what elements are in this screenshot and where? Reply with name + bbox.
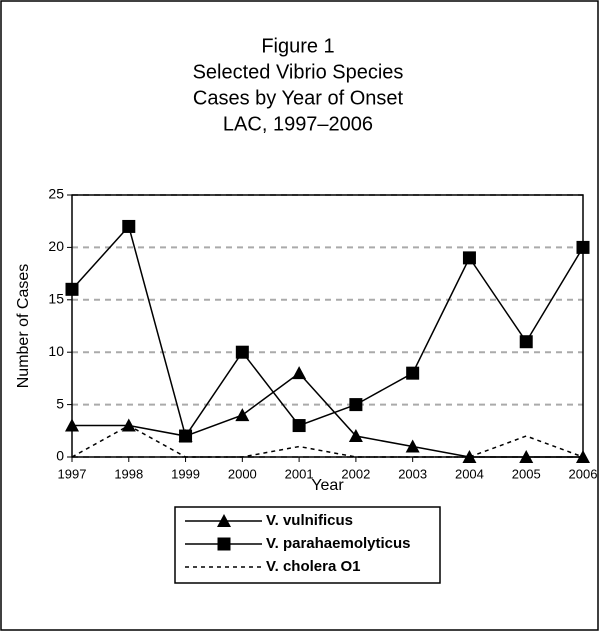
series-line — [71, 224, 584, 438]
marker — [122, 219, 136, 233]
marker — [462, 251, 476, 265]
legend-marker — [217, 537, 231, 551]
marker — [235, 345, 249, 359]
series-line — [71, 424, 584, 458]
marker — [349, 398, 363, 412]
x-tick-label: 2005 — [512, 466, 541, 481]
x-tick-label: 2002 — [341, 466, 370, 481]
marker — [292, 366, 307, 380]
legend-marker — [217, 514, 231, 527]
x-tick-label: 2003 — [398, 466, 427, 481]
y-tick-label: 0 — [56, 448, 64, 464]
x-tick-label: 2001 — [285, 466, 314, 481]
y-axis-label: Number of Cases — [15, 264, 32, 389]
y-tick-label: 10 — [48, 343, 64, 359]
y-tick-label: 15 — [48, 291, 64, 307]
plot-frame — [71, 194, 584, 458]
chart-title: LAC, 1997–2006 — [223, 113, 373, 135]
marker — [405, 439, 420, 453]
marker — [65, 282, 79, 296]
series-line — [72, 372, 583, 458]
legend-label: V. cholera O1 — [266, 558, 361, 575]
x-tick-label: 1998 — [114, 466, 143, 481]
marker — [65, 418, 79, 432]
marker — [179, 429, 193, 443]
y-tick-label: 20 — [48, 238, 64, 254]
marker — [519, 335, 533, 349]
x-tick-label: 2006 — [569, 466, 598, 481]
marker — [292, 419, 306, 433]
marker — [235, 408, 250, 422]
y-tick-label: 5 — [56, 395, 64, 411]
x-tick-label: 2000 — [228, 466, 257, 481]
marker — [348, 429, 363, 443]
chart-title: Selected Vibrio Species — [193, 61, 404, 83]
x-tick-label: 1999 — [171, 466, 200, 481]
x-axis-label: Year — [311, 477, 344, 494]
x-tick-label: 1997 — [58, 466, 87, 481]
marker — [519, 450, 534, 463]
x-tick-label: 2004 — [455, 466, 484, 481]
legend-label: V. parahaemolyticus — [266, 535, 411, 552]
marker — [406, 366, 420, 380]
y-tick-label: 25 — [48, 186, 64, 202]
legend-label: V. vulnificus — [266, 512, 353, 529]
marker — [462, 450, 477, 463]
chart-title: Figure 1 — [261, 35, 334, 57]
chart-title: Cases by Year of Onset — [193, 87, 404, 109]
marker — [576, 240, 590, 254]
